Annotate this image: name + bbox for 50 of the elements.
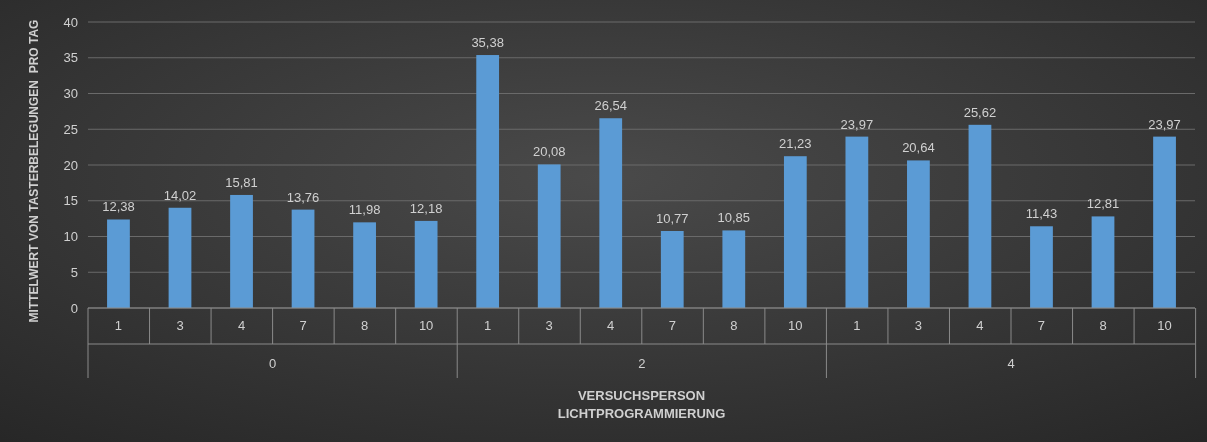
data-label: 11,98 xyxy=(348,202,381,218)
y-axis-title: MITTELWERT VON TASTERBELEGUNGEN PRO TAG xyxy=(27,19,41,323)
x-tick-label: 1 xyxy=(853,318,861,333)
y-tick-label: 0 xyxy=(70,300,78,316)
x-tick-label: 8 xyxy=(730,318,738,333)
x-tick-label: 4 xyxy=(976,318,984,333)
data-label: 10,85 xyxy=(717,210,751,226)
data-label: 11,43 xyxy=(1025,206,1058,222)
data-label: 23,97 xyxy=(1148,116,1181,132)
data-label: 20,08 xyxy=(532,144,566,160)
data-label: 12,81 xyxy=(1086,196,1120,212)
x-tick-label: 1 xyxy=(484,318,492,333)
y-tick-label: 30 xyxy=(63,86,78,102)
y-tick-label: 35 xyxy=(63,50,78,66)
data-label: 25,62 xyxy=(963,104,997,120)
data-label: 12,18 xyxy=(409,200,443,216)
x-tick-label: 8 xyxy=(360,318,369,333)
data-label: 14,02 xyxy=(163,187,197,203)
data-label: 12,38 xyxy=(102,199,135,215)
x-tick-label: 4 xyxy=(237,318,246,333)
x-tick-label: 7 xyxy=(299,318,307,333)
y-tick-label: 40 xyxy=(63,14,78,30)
data-label: 35,38 xyxy=(471,35,504,51)
x-tick-label: 3 xyxy=(545,318,553,333)
data-label: 23,97 xyxy=(840,116,874,132)
y-tick-label: 20 xyxy=(63,157,78,173)
text: 4 xyxy=(1007,356,1015,371)
data-label: 20,64 xyxy=(902,140,935,156)
x-tick-label: 10 xyxy=(418,318,434,333)
x-tick-label: 3 xyxy=(914,318,923,333)
x-tick-label: 10 xyxy=(788,318,803,333)
y-tick-label: 25 xyxy=(63,121,78,137)
data-label: 21,23 xyxy=(779,136,812,152)
text: 2 xyxy=(638,356,646,371)
x-axis-title: VERSUCHSPERSON LICHTPROGRAMMIERUNG xyxy=(557,388,726,421)
x-tick-label: 8 xyxy=(1099,318,1107,333)
x-tick-label: 1 xyxy=(114,318,123,333)
data-label: 10,77 xyxy=(655,210,689,226)
x-tick-label: 7 xyxy=(668,318,676,333)
x-tick-label: 4 xyxy=(607,318,615,333)
data-label: 26,54 xyxy=(594,98,628,114)
text: 0 xyxy=(268,356,277,371)
x-tick-label: 7 xyxy=(1037,318,1046,333)
data-label: 13,76 xyxy=(286,189,320,205)
y-tick-label: 5 xyxy=(70,264,78,280)
x-tick-label: 3 xyxy=(176,318,184,333)
x-tick-label: 10 xyxy=(1157,318,1172,333)
data-label: 15,81 xyxy=(225,174,258,190)
y-tick-label: 10 xyxy=(63,229,78,245)
y-tick-label: 15 xyxy=(63,193,78,209)
